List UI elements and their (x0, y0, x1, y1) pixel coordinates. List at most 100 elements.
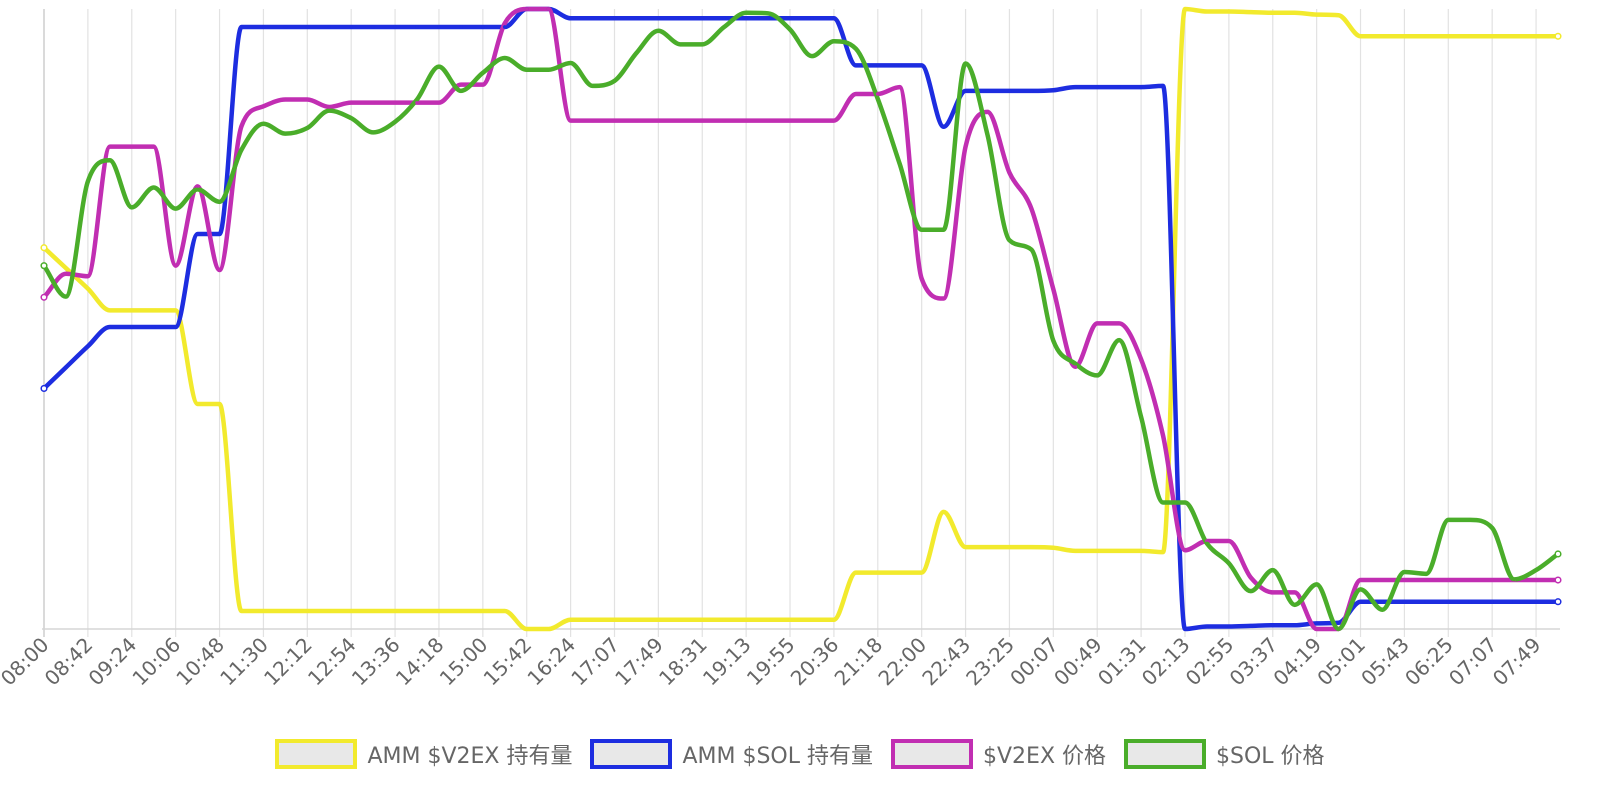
data-point[interactable] (1314, 12, 1319, 17)
data-point[interactable] (261, 104, 266, 109)
data-point[interactable] (1292, 623, 1297, 628)
data-point[interactable] (1139, 549, 1143, 553)
data-point[interactable] (1336, 621, 1341, 625)
data-point[interactable] (524, 67, 529, 72)
data-point[interactable] (415, 97, 419, 102)
data-point[interactable] (568, 16, 573, 21)
data-point[interactable] (546, 67, 551, 72)
data-point[interactable] (108, 144, 112, 149)
data-point[interactable] (349, 100, 353, 105)
data-point[interactable] (481, 609, 485, 613)
data-point[interactable] (173, 263, 178, 268)
data-point[interactable] (744, 10, 748, 15)
data-point[interactable] (897, 570, 902, 575)
data-point[interactable] (766, 118, 770, 123)
data-point[interactable] (963, 545, 968, 549)
data-point[interactable] (810, 617, 814, 622)
data-point[interactable] (1161, 433, 1165, 438)
data-point[interactable] (1183, 7, 1187, 11)
data-point[interactable] (261, 609, 266, 613)
data-point[interactable] (810, 118, 814, 123)
data-point[interactable] (261, 121, 266, 126)
data-point[interactable] (1358, 587, 1363, 592)
data-point[interactable] (744, 617, 748, 622)
data-point[interactable] (1051, 88, 1056, 93)
data-point[interactable] (151, 325, 156, 329)
data-point[interactable] (173, 308, 178, 313)
data-point[interactable] (612, 617, 617, 622)
data-point[interactable] (1292, 603, 1297, 607)
data-point[interactable] (1270, 10, 1275, 15)
data-point[interactable] (481, 82, 485, 87)
data-point[interactable] (415, 25, 419, 29)
data-point[interactable] (1424, 599, 1429, 604)
data-point[interactable] (963, 61, 968, 66)
data-point[interactable] (612, 79, 617, 83)
data-point[interactable] (173, 206, 178, 211)
data-point[interactable] (393, 120, 397, 124)
data-point[interactable] (305, 126, 310, 130)
data-point[interactable] (64, 266, 68, 270)
data-point[interactable] (1227, 624, 1231, 629)
data-point[interactable] (1534, 34, 1538, 39)
data-point[interactable] (1468, 599, 1473, 604)
data-point[interactable] (349, 609, 353, 613)
data-point[interactable] (1227, 9, 1231, 14)
data-point[interactable] (86, 274, 90, 279)
data-point[interactable] (524, 7, 529, 11)
data-point[interactable] (283, 609, 288, 613)
data-point[interactable] (40, 384, 48, 392)
data-point[interactable] (876, 63, 880, 68)
data-point[interactable] (656, 16, 661, 21)
data-point[interactable] (1402, 578, 1407, 582)
data-point[interactable] (64, 271, 68, 276)
data-point[interactable] (437, 25, 441, 29)
data-point[interactable] (722, 16, 726, 21)
data-point[interactable] (854, 63, 858, 68)
data-point[interactable] (744, 118, 748, 123)
data-point[interactable] (832, 617, 836, 622)
data-point[interactable] (678, 16, 683, 21)
data-point[interactable] (1117, 321, 1121, 326)
data-point[interactable] (700, 16, 705, 21)
data-point[interactable] (722, 617, 726, 622)
data-point[interactable] (1007, 170, 1012, 175)
data-point[interactable] (634, 617, 639, 622)
data-point[interactable] (151, 144, 156, 149)
data-point[interactable] (283, 25, 288, 29)
data-point[interactable] (1095, 321, 1100, 326)
data-point[interactable] (1073, 85, 1078, 89)
data-point[interactable] (1007, 238, 1012, 243)
data-point[interactable] (590, 617, 595, 622)
data-point[interactable] (1358, 599, 1363, 604)
data-point[interactable] (1051, 287, 1056, 292)
data-point[interactable] (1095, 549, 1100, 553)
data-point[interactable] (1468, 578, 1473, 582)
data-point[interactable] (876, 97, 880, 101)
data-point[interactable] (1380, 34, 1385, 39)
data-point[interactable] (1358, 578, 1363, 582)
data-point[interactable] (590, 16, 595, 21)
data-point[interactable] (1490, 578, 1494, 582)
data-point[interactable] (985, 110, 990, 114)
data-point[interactable] (656, 118, 661, 123)
data-point[interactable] (327, 609, 332, 613)
data-point[interactable] (1117, 338, 1121, 342)
data-point[interactable] (261, 25, 266, 29)
data-point[interactable] (1446, 578, 1451, 582)
data-point[interactable] (1314, 621, 1319, 626)
data-point[interactable] (393, 100, 397, 105)
data-point[interactable] (700, 617, 705, 622)
data-point[interactable] (415, 100, 419, 105)
data-point[interactable] (1139, 357, 1143, 362)
data-point[interactable] (766, 16, 770, 21)
legend-item-sol-price[interactable]: $SOL 价格 (1124, 738, 1325, 770)
data-point[interactable] (810, 16, 814, 21)
data-point[interactable] (876, 570, 880, 575)
data-point[interactable] (349, 116, 353, 120)
data-point[interactable] (832, 39, 836, 44)
data-point[interactable] (195, 402, 200, 406)
data-point[interactable] (1029, 206, 1034, 211)
data-point[interactable] (524, 627, 529, 631)
data-point[interactable] (744, 16, 748, 21)
